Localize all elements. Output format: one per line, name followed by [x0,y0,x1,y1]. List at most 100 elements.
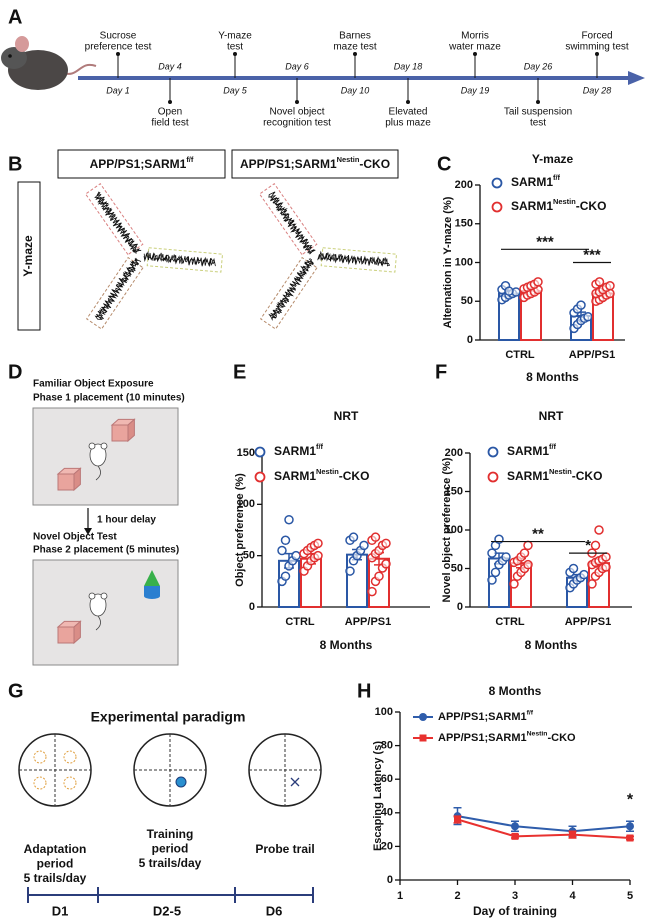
y-axis-label: Escaping Latency (s) [372,741,384,851]
data-point [594,525,604,535]
data-point [359,540,369,551]
data-point [381,538,391,549]
legend-label: SARM1f/f [274,442,324,458]
significance-label: *** [536,233,554,250]
data-point [313,550,323,561]
mouse-sketch-ear [88,442,96,450]
panel-letter: A [8,6,22,28]
data-point [345,566,355,576]
maze-arm [84,183,144,256]
legend-label: SARM1Nestin-CKO [511,197,606,213]
x-tick-label: APP/PS1 [345,616,391,628]
event-label: Barnes [339,31,371,42]
significance-label: * [627,791,634,808]
probe-mark [290,777,300,787]
cube-front [57,473,75,491]
mouse-track [94,191,142,254]
event-label: Y-maze [218,31,252,42]
event-label: plus maze [385,118,431,129]
x-tick-label: CTRL [495,616,525,628]
cylinder [144,586,160,596]
text-part: APP/PS1;SARM1 [240,157,337,171]
text-part: APP/PS1;SARM1 [90,157,187,171]
group-header-box [231,149,399,179]
y-tick-label: 100 [237,498,255,510]
event-day: Day 18 [394,61,423,71]
data-point [487,548,497,558]
event-label: test [227,42,243,53]
event-label: maze test [333,42,377,53]
delay-label: 1 hour delay [97,515,156,526]
data-point [583,312,593,322]
data-point [313,538,323,549]
text-part: Nestin [316,467,339,476]
legend-label: SARM1Nestin-CKO [274,467,369,483]
stage-day: D2-5 [153,903,181,918]
start-point [33,750,47,764]
stage-label: Adaptation [24,842,87,856]
event-label: water maze [448,42,501,53]
event-dot [536,100,540,104]
text-part: APP/PS1;SARM1 [438,711,527,723]
y-tick-label: 50 [451,562,463,574]
event-label: Forced [581,31,612,42]
y-tick-label: 150 [445,485,463,497]
text-part: f/f [186,155,194,164]
panel-letter: C [437,153,451,175]
text-part: f/f [549,442,557,451]
event-label: test [530,118,546,129]
event-day: Day 4 [158,61,182,71]
text-part: -CKO [572,469,603,483]
significance-label: ** [532,526,544,543]
data-point [523,559,533,570]
chart-title: Y-maze [532,152,574,166]
data-point [374,571,384,581]
data-point [284,514,294,525]
data-point [533,277,543,287]
series-line [457,818,631,839]
text-part: -CKO [359,157,390,171]
mouse-track [94,257,142,320]
data-point [601,552,611,562]
text-part: Nestin [337,155,360,164]
event-day: Day 6 [285,61,309,71]
event-dot [406,100,410,104]
event-dot [295,100,299,104]
data-point [605,281,615,291]
y-tick-label: 100 [445,524,463,536]
arena [32,559,179,666]
x-tick-label: APP/PS1 [569,349,615,361]
stage-label: Probe trail [255,842,314,856]
data-point [277,545,287,556]
mouse-track [317,250,391,267]
y-tick-label: 40 [381,807,393,819]
y-tick-label: 100 [375,706,393,718]
stage-label: 5 trails/day [139,856,202,870]
x-tick-label: APP/PS1 [565,616,611,628]
y-tick-label: 150 [455,218,473,230]
text-part: Nestin [549,467,572,476]
legend-marker [487,471,499,483]
data-point [523,540,533,551]
maze-arm [146,247,224,273]
data-point [579,569,589,580]
timeline-arrow [628,71,645,85]
y-tick-label: 20 [381,840,393,852]
event-dot [595,52,599,56]
event-day: Day 5 [223,85,248,95]
data-point [587,579,597,589]
cube-front [111,424,129,442]
text-part: -CKO [547,732,576,744]
x-tick-label: 2 [454,890,460,902]
x-axis-label: Day of training [473,904,557,918]
data-point [519,548,530,558]
chart-title: 8 Months [489,684,542,698]
event-label: recognition test [263,118,331,129]
data-point [509,579,519,589]
delay-arrowhead [84,528,92,535]
data-point [487,575,497,585]
stage-label: 5 trails/day [24,871,87,885]
marker [511,832,519,840]
start-point [63,750,77,764]
x-tick-label: CTRL [285,616,315,628]
